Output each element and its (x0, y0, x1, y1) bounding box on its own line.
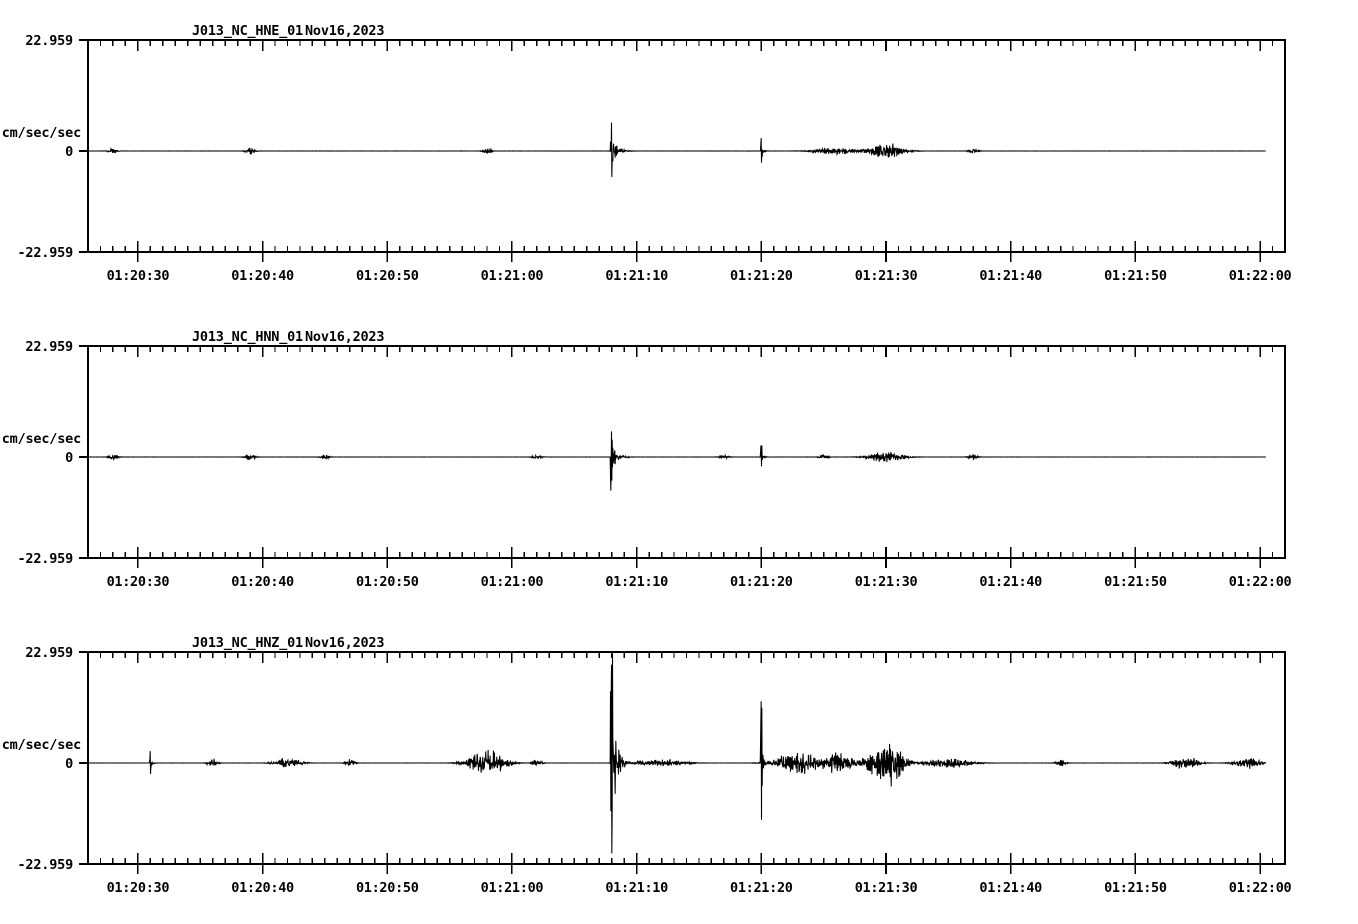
x-axis-time-label: 01:21:00 (481, 574, 544, 590)
panel-date: Nov16,2023 (305, 329, 384, 345)
panel-title: J013_NC_HNZ_01 (192, 635, 303, 651)
x-axis-time-label: 01:21:00 (481, 268, 544, 284)
x-axis-time-label: 01:21:30 (855, 268, 918, 284)
panel-title: J013_NC_HNN_01 (192, 329, 303, 345)
x-axis-time-label: 01:21:50 (1104, 880, 1167, 896)
x-axis-time-label: 01:21:30 (855, 880, 918, 896)
x-axis-time-label: 01:21:40 (979, 574, 1042, 590)
waveform-trace (87, 653, 1267, 854)
x-axis-time-label: 01:21:20 (730, 268, 793, 284)
x-axis-time-label: 01:22:00 (1229, 880, 1292, 896)
x-axis-time-label: 01:20:30 (107, 574, 170, 590)
y-axis-min-label: -22.959 (18, 551, 74, 567)
x-axis-time-label: 01:20:30 (107, 268, 170, 284)
y-axis-min-label: -22.959 (18, 245, 74, 261)
y-axis-zero-label: 0 (65, 144, 73, 160)
y-axis-zero-label: 0 (65, 450, 73, 466)
x-axis-time-label: 01:20:50 (356, 574, 419, 590)
x-axis-time-label: 01:20:40 (231, 574, 294, 590)
y-axis-min-label: -22.959 (18, 857, 74, 873)
plot-frame (87, 651, 1286, 865)
panel-date: Nov16,2023 (305, 23, 384, 39)
x-axis-time-label: 01:21:00 (481, 880, 544, 896)
y-axis-units-label: cm/sec/sec (2, 125, 81, 141)
y-axis-zero-label: 0 (65, 756, 73, 772)
x-axis-time-label: 01:20:40 (231, 268, 294, 284)
y-axis-max-label: 22.959 (25, 33, 73, 49)
x-axis-time-label: 01:21:20 (730, 880, 793, 896)
x-axis-time-label: 01:21:10 (605, 880, 668, 896)
y-axis-units-label: cm/sec/sec (2, 737, 81, 753)
y-axis-max-label: 22.959 (25, 339, 73, 355)
x-axis-time-label: 01:21:50 (1104, 574, 1167, 590)
x-axis-time-label: 01:20:30 (107, 880, 170, 896)
waveform-trace (87, 122, 1266, 178)
plot-frame (87, 39, 1286, 253)
x-axis-time-label: 01:21:10 (605, 268, 668, 284)
x-axis-time-label: 01:22:00 (1229, 574, 1292, 590)
y-axis-max-label: 22.959 (25, 645, 73, 661)
x-axis-time-label: 01:21:50 (1104, 268, 1167, 284)
y-axis-units-label: cm/sec/sec (2, 431, 81, 447)
x-axis-time-label: 01:20:50 (356, 880, 419, 896)
panel-date: Nov16,2023 (305, 635, 384, 651)
x-axis-time-label: 01:21:40 (979, 880, 1042, 896)
waveform-trace (88, 431, 1266, 491)
x-axis-time-label: 01:20:50 (356, 268, 419, 284)
x-axis-time-label: 01:20:40 (231, 880, 294, 896)
x-axis-time-label: 01:22:00 (1229, 268, 1292, 284)
x-axis-time-label: 01:21:30 (855, 574, 918, 590)
panel-title: J013_NC_HNE_01 (192, 23, 303, 39)
plot-frame (87, 345, 1286, 559)
x-axis-time-label: 01:21:40 (979, 268, 1042, 284)
x-axis-time-label: 01:21:10 (605, 574, 668, 590)
x-axis-time-label: 01:21:20 (730, 574, 793, 590)
